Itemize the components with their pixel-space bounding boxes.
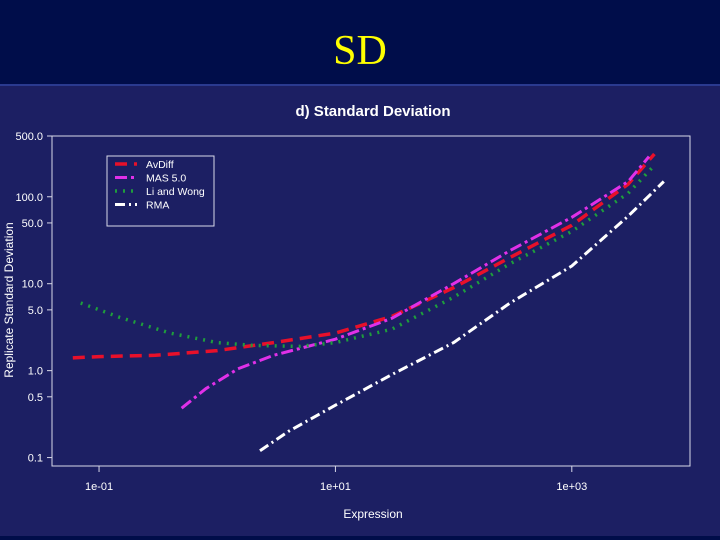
y-tick-label: 0.1 <box>28 453 43 465</box>
x-axis: 1e-01 1e+01 1e+03 <box>85 466 587 493</box>
y-tick-label: 5.0 <box>28 305 43 317</box>
legend-label-avdiff: AvDiff <box>146 159 174 171</box>
series-line-mas-5-0 <box>180 155 651 410</box>
legend-label-li-and-wong: Li and Wong <box>146 186 205 198</box>
header-divider <box>0 84 720 86</box>
y-tick-label: 10.0 <box>22 279 43 291</box>
legend: AvDiff MAS 5.0Li and Wong RMA <box>106 155 215 227</box>
legend-label-mas-5-0: MAS 5.0 <box>146 173 186 185</box>
sd-chart: d) Standard Deviation 500.0 100.0 50.0 10.0… <box>2 103 691 521</box>
series-layer <box>72 152 665 452</box>
y-tick-label: 500.0 <box>15 131 43 143</box>
slide-title: SD <box>333 28 387 74</box>
y-axis: 500.0 100.0 50.0 10.0 5.0 1.0 0.5 0.1 <box>15 131 52 465</box>
series-line-avdiff <box>72 152 656 360</box>
y-tick-label: 100.0 <box>15 192 43 204</box>
x-tick-label: 1e+03 <box>556 481 587 493</box>
y-tick-label: 50.0 <box>22 218 43 230</box>
slide-header <box>0 0 720 84</box>
plot-frame <box>51 135 691 467</box>
x-tick-label: 1e-01 <box>85 481 113 493</box>
bottom-bar <box>0 536 720 540</box>
y-axis-label: Replicate Standard Deviation <box>2 222 16 377</box>
legend-label-rma: RMA <box>146 200 169 212</box>
series-line-rma <box>259 180 665 452</box>
legend-box <box>106 155 215 227</box>
x-axis-label: Expression <box>343 507 402 521</box>
y-tick-label: 0.5 <box>28 392 43 404</box>
y-tick-label: 1.0 <box>28 366 43 378</box>
chart-title: d) Standard Deviation <box>295 103 450 120</box>
x-tick-label: 1e+01 <box>320 481 351 493</box>
